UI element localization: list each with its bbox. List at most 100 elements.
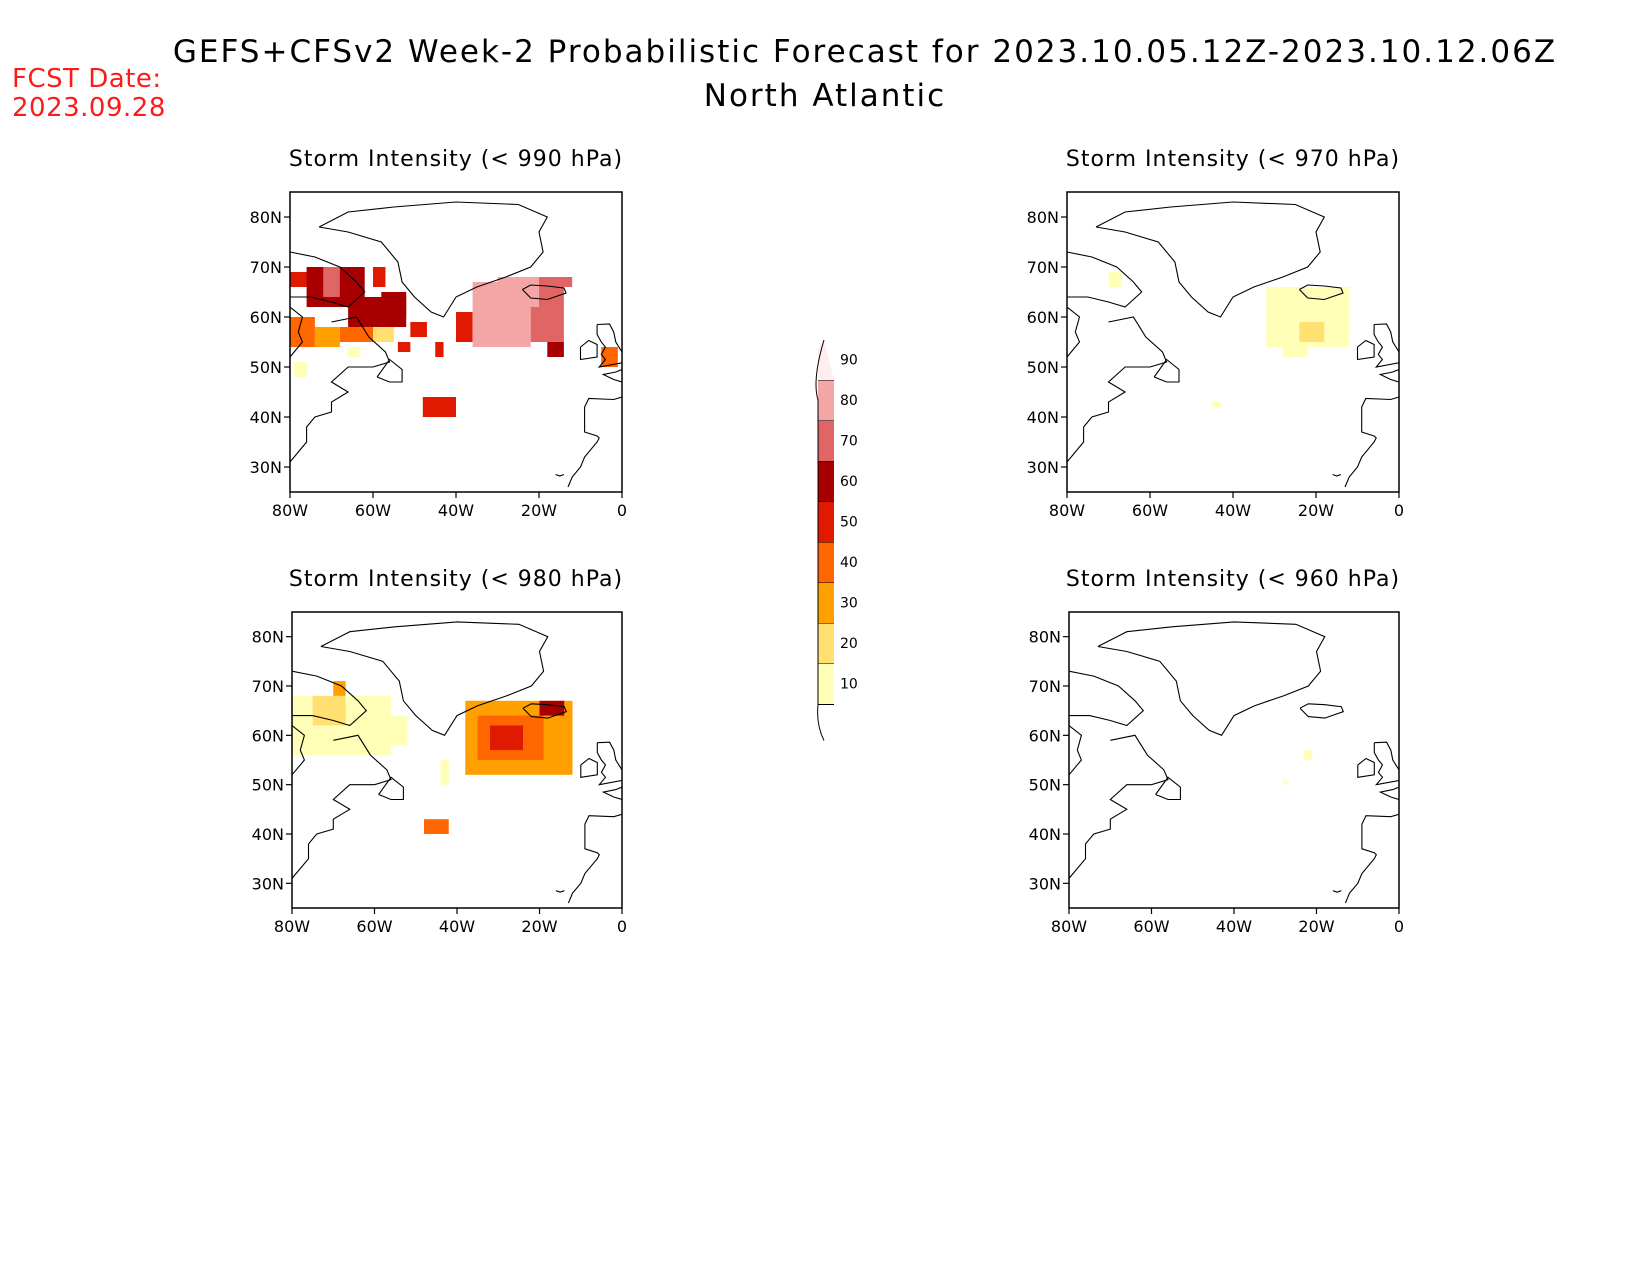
colorbar-label: 50 [840,514,858,530]
coastline [1378,368,1399,383]
probability-cell [410,322,427,337]
colorbar-label: 90 [840,352,858,368]
lon-tick-label: 80W [274,917,310,936]
lon-tick-label: 0 [1394,501,1404,520]
lat-tick-label: 40N [250,408,282,427]
lat-tick-label: 60N [1029,726,1061,745]
lon-tick-label: 0 [1394,917,1404,936]
lon-tick-label: 20W [521,917,557,936]
probability-cell [333,681,346,696]
lat-tick-label: 30N [252,874,284,893]
probability-cell [1282,342,1308,357]
lon-tick-label: 80W [272,501,308,520]
probability-cell [490,725,523,751]
coastline [555,890,565,893]
coastline [1332,473,1342,477]
coastline [1069,734,1169,879]
coastline [1067,306,1081,358]
coastline [1332,890,1342,893]
coastline [580,757,598,778]
panel-title: Storm Intensity (< 990 hPa) [289,147,623,172]
probability-cell [1299,322,1325,342]
lon-tick-label: 40W [438,501,474,520]
probability-cell [373,267,386,287]
colorbar-segment [818,340,834,381]
probability-cell [314,327,340,347]
probability-cell [312,695,346,726]
lon-tick-label: 20W [1298,501,1334,520]
probability-cell [435,342,444,357]
lat-tick-label: 40N [1027,408,1059,427]
coastline [290,306,304,358]
coastline [292,734,392,879]
lon-tick-label: 40W [1215,501,1251,520]
probability-cell [1304,750,1313,760]
probability-cell [1283,779,1288,785]
coastline [376,358,403,383]
lat-tick-label: 60N [1027,308,1059,327]
lat-tick-label: 50N [252,776,284,795]
colorbar-label: 80 [840,393,858,409]
lon-tick-label: 20W [521,501,557,520]
coastline [596,741,622,786]
probability-cell [348,347,361,357]
lon-tick-label: 40W [439,917,475,936]
lat-tick-label: 70N [252,677,284,696]
coastline [1069,670,1145,727]
map-panel: Storm Intensity (< 970 hPa) 80N 70N 60N 50N 4… [1027,147,1404,520]
coastline [601,786,622,801]
coastline [1356,339,1375,361]
probability-cell [339,327,373,342]
lon-tick-label: 20W [1298,917,1334,936]
probability-cell [440,760,449,785]
colorbar-label: 10 [840,676,858,692]
coastline [1373,741,1399,786]
lat-tick-label: 60N [252,726,284,745]
probability-cell [497,277,539,307]
colorbar-segment [818,542,834,583]
coastline [1344,813,1399,904]
colorbar-segment [818,461,834,502]
colorbar-segment [818,583,834,624]
coastline [1153,358,1180,383]
coastline [1344,396,1399,488]
coastline [1069,725,1083,776]
colorbar-segment [818,664,834,705]
lat-tick-label: 30N [1029,874,1061,893]
lat-tick-label: 70N [1027,258,1059,277]
lon-tick-label: 80W [1049,501,1085,520]
lat-tick-label: 50N [1027,358,1059,377]
coastline [1095,201,1326,318]
probability-cell [382,715,408,746]
coastline [1299,703,1345,719]
coastline [522,284,567,301]
lon-tick-label: 0 [617,917,627,936]
colorbar-segment [818,380,834,421]
map-panel: Storm Intensity (< 990 hPa) 80N 70N 60N 50N 4… [250,147,627,520]
probability-cell [422,397,456,417]
coastline [290,316,391,463]
coastline [596,323,622,368]
probability-cell [397,342,411,352]
probability-cell [424,819,449,834]
lat-tick-label: 50N [250,358,282,377]
coastline [320,621,549,736]
coastline [290,251,366,308]
lat-tick-label: 80N [252,628,284,647]
colorbar-outline [815,339,825,741]
subtitle: North Atlantic [703,78,947,114]
coastline [1067,316,1168,463]
lat-tick-label: 80N [250,208,282,227]
coastline [601,368,622,383]
lat-tick-label: 40N [252,825,284,844]
colorbar-label: 70 [840,433,858,449]
coastline [292,670,368,727]
coastline [1378,786,1399,801]
colorbar-label: 20 [840,636,858,652]
map-panel: Storm Intensity (< 980 hPa) 80N 70N 60N 50N 4… [252,567,627,936]
fcst-date-value: 2023.09.28 [12,93,166,123]
fcst-date-label: FCST Date: [12,64,162,94]
probability-cell [601,347,618,367]
lon-tick-label: 60W [355,501,391,520]
main-title: GEFS+CFSv2 Week-2 Probabilistic Forecast… [172,34,1558,70]
